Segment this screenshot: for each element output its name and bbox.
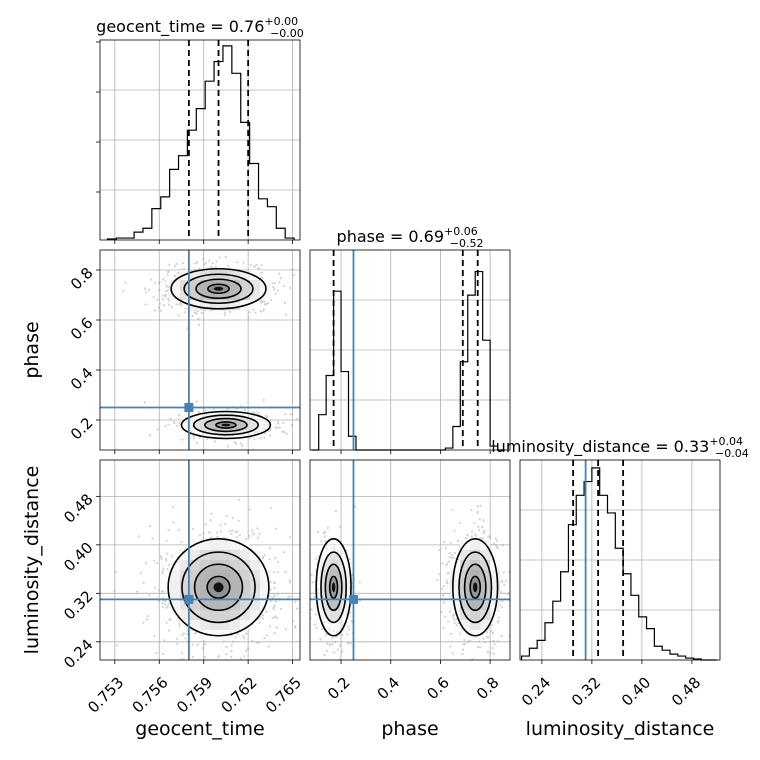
title-sub: −0.00 <box>270 27 304 40</box>
y-tick-label-phase: 0.4 <box>67 364 97 394</box>
y-tick-label-phase: 0.6 <box>67 314 97 344</box>
x-tick-label-phase: 0.6 <box>423 673 453 703</box>
x-tick-label-geocent_time: 0.759 <box>173 673 216 716</box>
y-tick-label-luminosity_distance: 0.40 <box>60 539 96 575</box>
truth-marker <box>349 595 358 604</box>
hist-phase <box>310 250 510 454</box>
x-tick-label-geocent_time: 0.753 <box>84 673 127 716</box>
x-axis-label-phase: phase <box>381 718 438 740</box>
truth-marker <box>184 403 193 412</box>
title-main: phase = 0.69 <box>337 227 444 246</box>
density-peak <box>214 287 223 291</box>
y-tick-label-luminosity_distance: 0.48 <box>60 490 96 526</box>
hist2d-phase-luminosity_distance <box>307 460 516 677</box>
title-sub: −0.04 <box>715 447 749 460</box>
density-peak <box>221 424 230 427</box>
hist-luminosity_distance <box>520 460 720 664</box>
y-axis-label-phase: phase <box>21 321 43 378</box>
x-tick-label-geocent_time: 0.765 <box>262 673 305 716</box>
x-tick-label-phase: 0.4 <box>374 673 404 703</box>
x-tick-label-luminosity_distance: 0.24 <box>518 673 554 709</box>
density-peak <box>473 582 477 592</box>
y-tick-label-phase: 0.8 <box>67 264 97 294</box>
hist-geocent_time <box>100 40 300 244</box>
panel-title-luminosity_distance: luminosity_distance = 0.33+0.04 −0.04 <box>491 435 749 460</box>
x-axis-label-geocent-time: geocent_time <box>135 718 264 740</box>
title-main: luminosity_distance = 0.33 <box>491 437 709 457</box>
x-tick-label-geocent_time: 0.762 <box>218 673 261 716</box>
hist2d-geocent_time-luminosity_distance <box>96 460 334 700</box>
panel-title-phase: phase = 0.69+0.06 −0.52 <box>337 225 484 250</box>
density-peak <box>213 582 223 592</box>
y-tick-label-luminosity_distance: 0.24 <box>60 636 96 672</box>
y-tick-label-phase: 0.2 <box>67 414 97 444</box>
x-tick-label-luminosity_distance: 0.40 <box>618 673 654 709</box>
hist2d-geocent_time-phase <box>96 250 337 454</box>
x-tick-label-phase: 0.8 <box>473 673 503 703</box>
x-tick-label-luminosity_distance: 0.48 <box>668 673 704 709</box>
x-axis-label-luminosity-distance: luminosity_distance <box>526 718 715 740</box>
x-tick-label-luminosity_distance: 0.32 <box>568 673 604 709</box>
title-main: geocent_time = 0.76 <box>96 17 264 37</box>
x-tick-label-phase: 0.2 <box>324 673 354 703</box>
y-tick-label-luminosity_distance: 0.32 <box>60 587 96 623</box>
title-sub: −0.52 <box>450 237 484 250</box>
truth-marker <box>184 595 193 604</box>
y-axis-label-luminosity-distance: luminosity_distance <box>21 466 43 655</box>
density-peak <box>332 582 335 592</box>
x-tick-label-geocent_time: 0.756 <box>129 673 172 716</box>
panel-title-geocent_time: geocent_time = 0.76+0.00 −0.00 <box>96 15 304 40</box>
